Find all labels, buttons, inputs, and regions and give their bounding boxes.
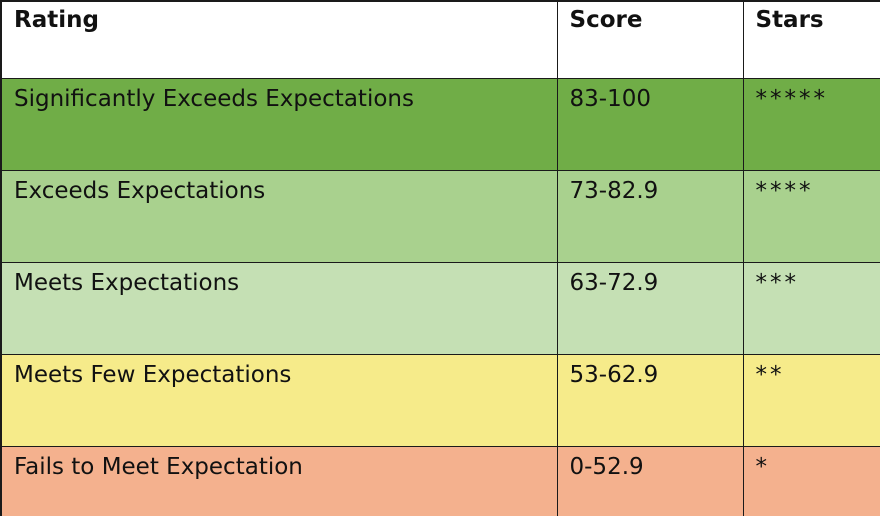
table-row: Meets Few Expectations 53-62.9 ** (2, 354, 880, 447)
header-score: Score (556, 2, 744, 79)
stars-cell: ***** (742, 78, 880, 171)
score-cell: 0-52.9 (556, 446, 744, 516)
table-row: Fails to Meet Expectation 0-52.9 * (2, 446, 880, 516)
stars-cell: ** (742, 354, 880, 447)
stars-cell: *** (742, 262, 880, 355)
score-cell: 83-100 (556, 78, 744, 171)
score-cell: 53-62.9 (556, 354, 744, 447)
score-cell: 73-82.9 (556, 170, 744, 263)
stars-cell: **** (742, 170, 880, 263)
stars-cell: * (742, 446, 880, 516)
table-row: Significantly Exceeds Expectations 83-10… (2, 78, 880, 171)
rating-cell: Fails to Meet Expectation (2, 446, 558, 516)
table-row: Exceeds Expectations 73-82.9 **** (2, 170, 880, 263)
score-cell: 63-72.9 (556, 262, 744, 355)
rating-cell: Exceeds Expectations (2, 170, 558, 263)
header-rating: Rating (2, 2, 558, 79)
header-stars: Stars (742, 2, 880, 79)
table-row: Meets Expectations 63-72.9 *** (2, 262, 880, 355)
rating-cell: Significantly Exceeds Expectations (2, 78, 558, 171)
rating-cell: Meets Few Expectations (2, 354, 558, 447)
header-row: Rating Score Stars (2, 2, 880, 79)
rating-cell: Meets Expectations (2, 262, 558, 355)
